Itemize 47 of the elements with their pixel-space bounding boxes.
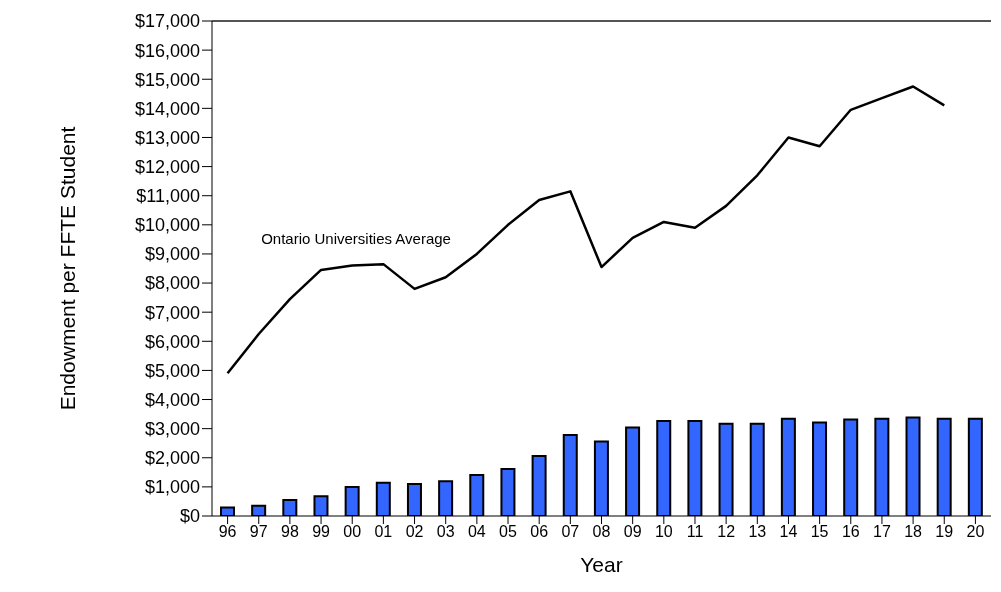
y-tick-label: $6,000	[144, 331, 200, 352]
y-tick-label: $10,000	[134, 215, 200, 236]
x-tick-label: 10	[654, 523, 673, 541]
y-tick-label: $0	[179, 506, 200, 527]
x-tick-label: 04	[467, 523, 486, 541]
x-tick-label: 20	[966, 523, 985, 541]
x-tick-label: 07	[561, 523, 580, 541]
y-axis-title: Endowment per FFTE Student	[56, 126, 80, 411]
y-tick-label: $11,000	[136, 186, 200, 207]
x-tick-label: 11	[686, 523, 704, 541]
x-tick-label: 14	[779, 523, 798, 541]
x-tick-label: 15	[810, 523, 829, 541]
x-tick-label: 13	[748, 523, 767, 541]
x-tick-label: 96	[218, 523, 237, 541]
x-tick-label: 98	[281, 523, 299, 541]
x-tick-label: 99	[312, 523, 331, 541]
y-tick-label: $3,000	[144, 419, 200, 440]
y-tick-label: $5,000	[144, 360, 200, 381]
x-tick-label: 16	[841, 523, 860, 541]
y-tick-label: $1,000	[144, 477, 200, 498]
x-tick-label: 01	[374, 523, 393, 541]
series-label: Ontario Universities Average	[261, 229, 451, 247]
x-tick-label: 02	[405, 523, 424, 541]
y-tick-label: $12,000	[134, 156, 200, 177]
x-tick-label: 09	[623, 523, 642, 541]
y-tick-label: $15,000	[134, 69, 200, 90]
x-tick-label: 97	[249, 523, 268, 541]
y-tick-label: $7,000	[144, 302, 200, 323]
x-tick-label: 06	[530, 523, 549, 541]
x-tick-label: 18	[904, 523, 923, 541]
x-tick-label: 08	[592, 523, 611, 541]
x-tick-label: 19	[935, 523, 954, 541]
y-tick-label: $17,000	[134, 11, 200, 32]
y-tick-label: $8,000	[144, 273, 200, 294]
x-tick-label: 00	[343, 523, 362, 541]
x-tick-label: 12	[717, 523, 736, 541]
y-tick-label: $9,000	[144, 244, 200, 265]
y-tick-label: $4,000	[144, 389, 200, 410]
x-axis-title: Year	[580, 553, 623, 576]
x-tick-label: 03	[436, 523, 455, 541]
line-series	[226, 85, 946, 375]
y-tick-label: $2,000	[144, 448, 200, 469]
x-tick-label: 05	[499, 523, 518, 541]
x-tick-label: 17	[873, 523, 891, 541]
y-tick-label: $14,000	[134, 98, 200, 119]
y-tick-label: $16,000	[134, 40, 200, 61]
y-tick-label: $13,000	[134, 127, 200, 148]
